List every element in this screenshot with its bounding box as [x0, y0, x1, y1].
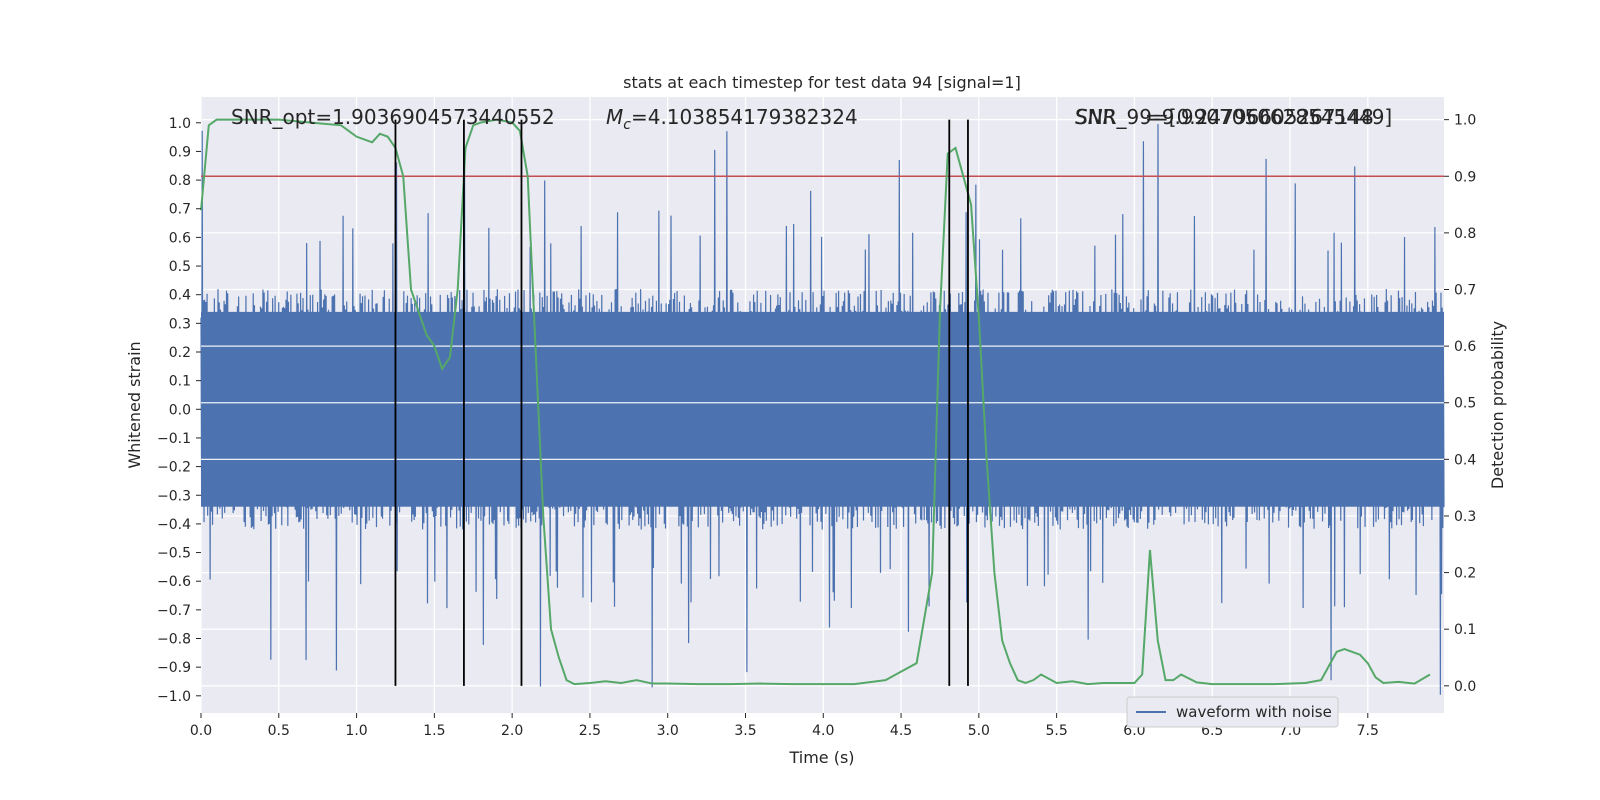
overlapping-annotation-a: SNR_99=[0.24796605267148 — [1075, 105, 1374, 129]
x-tick-label-2: 1.0 — [345, 723, 367, 739]
right-y-tick-label-4: 0.6 — [1454, 339, 1476, 355]
right-y-tick-label-7: 0.3 — [1454, 509, 1476, 525]
right-y-tick-label-9: 0.1 — [1454, 622, 1476, 638]
x-tick-label-4: 2.0 — [501, 723, 523, 739]
waveform-with-noise-series — [200, 123, 1445, 695]
left-y-tick-label-19: −0.9 — [157, 660, 191, 676]
x-tick-label-11: 5.5 — [1045, 723, 1067, 739]
x-tick-label-9: 4.5 — [890, 723, 912, 739]
x-tick-label-8: 4.0 — [812, 723, 834, 739]
x-tick-label-7: 3.5 — [734, 723, 756, 739]
left-y-tick-label-0: 1.0 — [169, 116, 191, 132]
left-y-tick-label-13: −0.3 — [157, 488, 191, 504]
right-y-tick-label-1: 0.9 — [1454, 169, 1476, 185]
left-y-axis-label: Whitened strain — [125, 341, 144, 468]
legend: waveform with noise — [1126, 696, 1339, 728]
chirp-mass-subscript: c — [623, 117, 631, 133]
left-y-axis-ticks: 1.0 0.9 0.8 0.7 0.6 0.5 0.4 0.3 0.2 0.1 0.0 −0.1 −0.… — [157, 116, 201, 705]
left-y-tick-label-14: −0.4 — [157, 517, 191, 533]
left-y-tick-label-15: −0.5 — [157, 546, 191, 562]
left-y-tick-label-1: 0.9 — [169, 144, 191, 160]
left-y-tick-label-11: −0.1 — [157, 431, 191, 447]
left-y-tick-label-10: 0.0 — [169, 402, 191, 418]
left-y-tick-label-7: 0.3 — [169, 316, 191, 332]
left-y-tick-label-12: −0.2 — [157, 460, 191, 476]
right-y-tick-label-2: 0.8 — [1454, 226, 1476, 242]
right-y-tick-label-8: 0.2 — [1454, 566, 1476, 582]
right-y-tick-label-6: 0.4 — [1454, 452, 1476, 468]
right-y-tick-label-5: 0.5 — [1454, 396, 1476, 412]
x-axis-label: Time (s) — [788, 748, 854, 767]
left-y-tick-label-2: 0.8 — [169, 173, 191, 189]
right-y-tick-label-0: 1.0 — [1454, 113, 1476, 129]
left-y-tick-label-20: −1.0 — [157, 689, 191, 705]
right-y-tick-label-3: 0.7 — [1454, 283, 1476, 299]
left-y-tick-label-17: −0.7 — [157, 603, 191, 619]
legend-box — [1126, 696, 1339, 728]
left-y-tick-label-3: 0.7 — [169, 202, 191, 218]
right-y-axis-label: Detection probability — [1488, 321, 1507, 489]
overlapping-annotation-c: =9.9907050628545449] — [1145, 105, 1392, 129]
overlapping-annotation-b: SNR — [1075, 105, 1117, 129]
left-y-tick-label-4: 0.6 — [169, 230, 191, 246]
x-tick-label-15: 7.5 — [1357, 723, 1379, 739]
x-tick-label-6: 3.0 — [657, 723, 679, 739]
chirp-mass-value: =4.103854179382324 — [631, 105, 858, 129]
left-y-tick-label-6: 0.4 — [169, 288, 191, 304]
x-tick-label-1: 0.5 — [268, 723, 290, 739]
waveform-dense-core — [201, 311, 1444, 507]
x-tick-label-0: 0.0 — [190, 723, 212, 739]
left-y-tick-label-18: −0.8 — [157, 632, 191, 648]
x-tick-label-5: 2.5 — [579, 723, 601, 739]
chirp-mass-symbol: M — [606, 105, 623, 129]
chirp-mass-annotation: Mc=4.103854179382324 — [606, 105, 858, 133]
chart-title: stats at each timestep for test data 94 … — [623, 73, 1021, 92]
x-tick-label-10: 5.0 — [968, 723, 990, 739]
x-tick-label-3: 1.5 — [423, 723, 445, 739]
snr-opt-annotation: SNR_opt=1.9036904573440552 — [231, 105, 555, 129]
right-y-tick-label-10: 0.0 — [1454, 679, 1476, 695]
vertical-markers — [394, 119, 969, 686]
left-y-tick-label-5: 0.5 — [169, 259, 191, 275]
detection-probability-series — [200, 118, 1431, 686]
left-y-tick-label-8: 0.2 — [169, 345, 191, 361]
detection-probability-line — [200, 118, 1431, 686]
right-y-axis-ticks: 1.0 0.9 0.8 0.7 0.6 0.5 0.4 0.3 0.2 0.1 0.0 — [1444, 113, 1476, 695]
left-y-tick-label-16: −0.6 — [157, 574, 191, 590]
legend-label-waveform: waveform with noise — [1176, 703, 1332, 721]
left-y-tick-label-9: 0.1 — [169, 374, 191, 390]
